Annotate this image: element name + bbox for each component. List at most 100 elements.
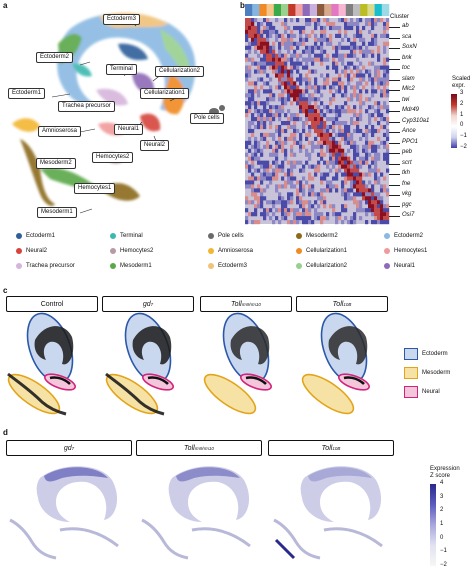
heatmap-cell: [308, 105, 312, 110]
heatmap-cell: [281, 97, 285, 102]
heatmap-cell: [383, 25, 387, 31]
heatmap-cell: [338, 113, 342, 118]
heatmap-cell: [260, 192, 264, 197]
heatmap-cell: [314, 77, 318, 82]
heatmap-cell: [314, 128, 318, 134]
heatmap-cell: [332, 212, 336, 217]
heatmap-cell: [317, 140, 321, 145]
heatmap-cell: [353, 184, 357, 189]
heatmap-cell: [383, 124, 387, 130]
heatmap-cell: [284, 212, 288, 217]
heatmap-cell: [272, 97, 276, 102]
heatmap-cell: [362, 37, 366, 42]
heatmap-cell: [299, 200, 303, 205]
heatmap-cell: [302, 37, 306, 42]
heatmap-cell: [251, 37, 255, 42]
heatmap-cell: [245, 140, 249, 145]
region-legend-swatch: [404, 348, 418, 360]
heatmap-cell: [305, 45, 309, 50]
heatmap-cell: [326, 18, 330, 23]
heatmap-cell: [338, 216, 342, 221]
heatmap-cell: [308, 81, 312, 86]
heatmap-cell: [281, 121, 285, 126]
heatmap-cell: [266, 33, 270, 39]
gene-label: toc: [402, 65, 411, 72]
heatmap-cell: [266, 200, 270, 205]
heatmap-cell: [368, 21, 372, 27]
heatmap-cell: [383, 81, 387, 86]
heatmap-cell: [353, 41, 357, 46]
heatmap-cell: [272, 105, 276, 110]
heatmap-cell: [326, 132, 330, 138]
heatmap-cell: [251, 41, 255, 46]
heatmap-cell: [347, 136, 351, 142]
heatmap-cell: [311, 69, 315, 74]
heatmap-cell: [320, 33, 324, 39]
heatmap-cell: [251, 212, 255, 217]
heatmap-cell: [284, 45, 288, 50]
heatmap-cell: [347, 220, 351, 225]
heatmap-cell: [350, 220, 354, 225]
heatmap-cell: [326, 144, 330, 149]
heatmap-cell: [386, 192, 390, 197]
heatmap-cell: [386, 128, 390, 134]
heatmap-cell: [377, 113, 381, 118]
heatmap-cell: [254, 196, 258, 201]
heatmap-cell: [374, 37, 378, 42]
heatmap-cell: [302, 220, 306, 225]
condition-superscript: 10B: [332, 445, 341, 451]
heatmap-cell: [350, 85, 354, 90]
heatmap-cell: [281, 109, 285, 114]
heatmap-cell: [368, 164, 372, 169]
heatmap-cell: [386, 156, 390, 161]
heatmap-cell: [365, 89, 369, 94]
heatmap-cell: [371, 89, 375, 94]
heatmap-cell: [323, 188, 327, 193]
heatmap-cell: [374, 200, 378, 205]
heatmap-cell: [323, 172, 327, 177]
heatmap-cell: [350, 188, 354, 193]
gene-label: sca: [402, 33, 412, 40]
heatmap-cell: [332, 65, 336, 70]
heatmap-cell: [248, 136, 252, 142]
heatmap-cell: [374, 69, 378, 74]
heatmap-cell: [329, 144, 333, 149]
mesoderm-region: [301, 373, 355, 415]
heatmap-cell: [374, 73, 378, 78]
heatmap-cell: [290, 152, 294, 157]
heatmap-cell: [254, 105, 258, 110]
heatmap-cell: [290, 117, 294, 122]
heatmap-cell: [356, 172, 360, 177]
legend-item: Trachea precursor: [16, 263, 75, 269]
heatmap-cell: [350, 93, 354, 98]
heatmap-cell: [371, 184, 375, 189]
colorbar-title-b-line1: Scaled: [452, 76, 471, 82]
heatmap-cell: [317, 196, 321, 201]
heatmap-cell: [266, 73, 270, 78]
heatmap-cell: [245, 69, 249, 74]
heatmap-cell: [332, 128, 336, 134]
heatmap-cell: [347, 168, 351, 173]
heatmap-cell: [284, 101, 288, 106]
heatmap-cell: [278, 132, 282, 138]
heatmap-cell: [314, 33, 318, 39]
heatmap-cell: [347, 105, 351, 110]
heatmap-cell: [248, 124, 252, 130]
heatmap-cell: [269, 33, 273, 39]
heatmap-cell: [353, 109, 357, 114]
heatmap-cell: [341, 61, 345, 66]
heatmap-cell: [365, 196, 369, 201]
heatmap-cell: [320, 192, 324, 197]
heatmap-cell: [362, 41, 366, 46]
heatmap-cell: [350, 97, 354, 102]
heatmap-cell: [308, 172, 312, 177]
heatmap-cell: [386, 216, 390, 221]
heatmap-cell: [251, 128, 255, 134]
heatmap-cell: [299, 216, 303, 221]
gene-label: vkg: [402, 191, 412, 198]
heatmap-cell: [362, 101, 366, 106]
heatmap-cell: [278, 105, 282, 110]
heatmap-cell: [368, 196, 372, 201]
heatmap-cell: [323, 176, 327, 181]
heatmap-cell: [290, 89, 294, 94]
